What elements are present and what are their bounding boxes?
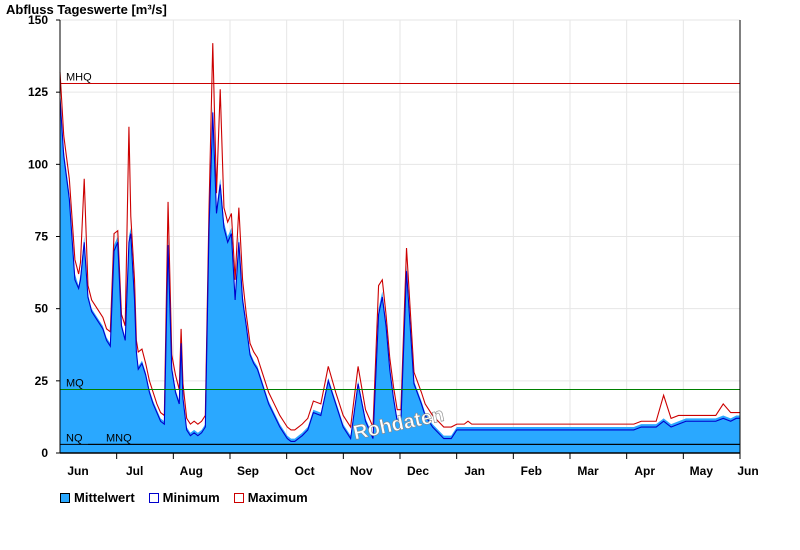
legend-label-mittelwert: Mittelwert [74, 490, 135, 505]
legend-label-minimum: Minimum [162, 490, 220, 505]
legend-item-minimum: Minimum [148, 490, 220, 505]
x-tick-label: Nov [350, 464, 373, 478]
x-tick-label: Jul [126, 464, 143, 478]
chart-title: Abfluss Tageswerte [m³/s] [6, 2, 167, 17]
y-tick-label: 0 [41, 446, 48, 460]
y-tick-label: 75 [35, 230, 49, 244]
x-tick-label: Dec [407, 464, 429, 478]
y-tick-label: 150 [28, 13, 48, 27]
series-minimum-line [59, 97, 740, 442]
x-tick-label: Jun [737, 464, 758, 478]
legend-item-mittelwert: Mittelwert [60, 490, 135, 505]
legend-swatch-maximum [233, 492, 244, 503]
ref-label-mhq: MHQ [66, 72, 92, 84]
x-tick-label: Feb [521, 464, 542, 478]
legend: Mittelwert Minimum Maximum [60, 490, 308, 505]
y-tick-label: 50 [35, 302, 49, 316]
legend-label-maximum: Maximum [247, 490, 308, 505]
x-tick-label: Sep [237, 464, 259, 478]
legend-swatch-mittelwert [60, 492, 70, 503]
legend-swatch-minimum [148, 492, 159, 503]
x-tick-label: May [690, 464, 714, 478]
x-tick-label: Aug [180, 464, 203, 478]
y-tick-label: 100 [28, 157, 48, 171]
x-tick-label: Oct [295, 464, 315, 478]
ref-label-mq: MQ [66, 377, 84, 389]
ref-label-mnq: MNQ [106, 432, 132, 444]
y-tick-label: 25 [35, 374, 49, 388]
x-tick-label: Mar [577, 464, 599, 478]
x-tick-label: Jun [67, 464, 88, 478]
grid [60, 19, 740, 454]
y-tick-label: 125 [28, 85, 48, 99]
series-maximum-line [59, 43, 740, 431]
plot-area [59, 43, 740, 454]
legend-item-maximum: Maximum [233, 490, 308, 505]
axes: 0 25 50 75 100 125 150 Jun Jul Aug Sep Oct Nov Dec Jan… [28, 13, 759, 478]
series-mittelwert-area [60, 92, 740, 454]
x-tick-label: Apr [634, 464, 655, 478]
x-tick-label: Jan [464, 464, 485, 478]
reference-lines: MHQ MQ NQ MNQ [60, 72, 740, 445]
ref-label-nq: NQ [66, 432, 83, 444]
